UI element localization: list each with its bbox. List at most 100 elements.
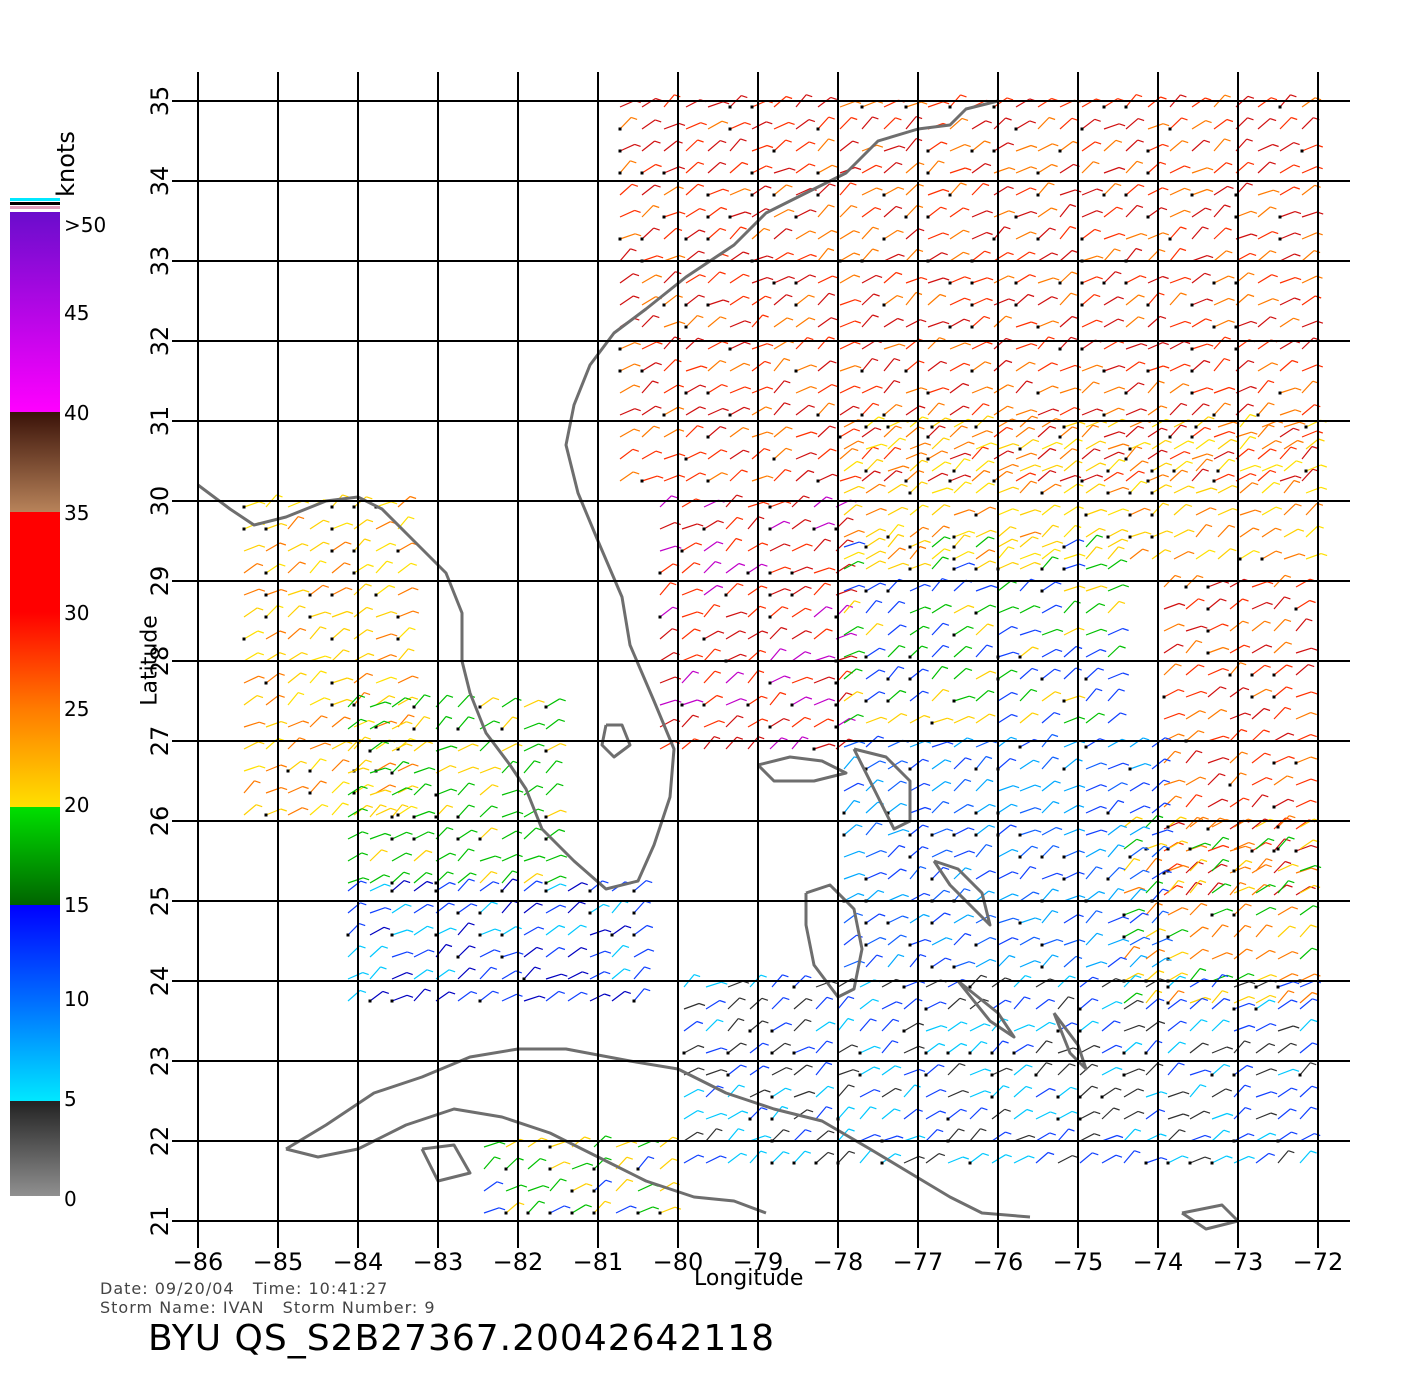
wind-barb-flag bbox=[743, 362, 751, 366]
wind-barb bbox=[1147, 232, 1164, 240]
wind-barb-flag bbox=[1006, 1067, 1013, 1071]
wind-barb-flag bbox=[1310, 1062, 1317, 1066]
rain-flag-dot bbox=[1056, 1095, 1060, 1099]
wind-barb bbox=[837, 1150, 850, 1164]
rain-flag-dot bbox=[770, 1161, 774, 1165]
wind-barb-flag bbox=[922, 416, 929, 420]
wind-barb bbox=[953, 757, 966, 770]
wind-barb-flag bbox=[1165, 462, 1173, 466]
wind-barb-flag bbox=[259, 765, 266, 769]
wind-barb-flag bbox=[647, 1156, 655, 1160]
wind-barb-flag bbox=[741, 469, 748, 473]
wind-barb bbox=[949, 276, 965, 284]
wind-barb bbox=[953, 914, 969, 924]
wind-barb-flag bbox=[701, 365, 708, 369]
wind-barb-flag bbox=[1137, 139, 1144, 143]
wind-barb-flag bbox=[359, 923, 366, 927]
rain-flag-dot bbox=[768, 505, 772, 509]
wind-barb-flag bbox=[1117, 799, 1125, 804]
wind-barb-flag bbox=[922, 526, 929, 530]
rain-flag-dot bbox=[1124, 193, 1128, 197]
wind-barb-flag bbox=[808, 294, 815, 298]
wind-barb bbox=[751, 165, 767, 174]
wind-barb bbox=[865, 647, 880, 658]
colorbar-label: 40 bbox=[64, 401, 89, 425]
wind-barb-flag bbox=[1013, 917, 1020, 921]
wind-barb bbox=[1195, 487, 1212, 494]
wind-barb-flag bbox=[810, 452, 817, 456]
wind-barb bbox=[1251, 644, 1267, 654]
rain-flag-dot bbox=[1018, 447, 1022, 451]
wind-barb bbox=[659, 718, 675, 728]
wind-barb bbox=[1207, 646, 1224, 654]
wind-barb-flag bbox=[1034, 807, 1042, 811]
wind-barb bbox=[1037, 385, 1053, 394]
wind-barb-flag bbox=[967, 625, 974, 629]
wind-barb bbox=[457, 967, 470, 980]
wind-barb-flag bbox=[1202, 926, 1209, 930]
wind-barb-flag bbox=[1201, 1019, 1208, 1023]
wind-barb-flag bbox=[810, 209, 817, 213]
wind-barb bbox=[837, 1069, 854, 1076]
wind-barb-flag bbox=[786, 228, 793, 232]
wind-barb bbox=[523, 827, 537, 840]
wind-barb-flag bbox=[1250, 385, 1257, 390]
wind-barb-flag bbox=[1159, 249, 1166, 253]
wind-barb-flag bbox=[646, 924, 654, 929]
wind-barb-flag bbox=[1138, 316, 1145, 320]
wind-barb bbox=[1277, 1108, 1291, 1120]
wind-barb-flag bbox=[743, 449, 750, 453]
wind-barb-flag bbox=[1204, 272, 1211, 276]
wind-barb-flag bbox=[965, 757, 972, 761]
wind-barb-flag bbox=[1134, 1128, 1142, 1132]
wind-barb-flag bbox=[451, 745, 458, 749]
wind-barb bbox=[843, 850, 860, 858]
wind-barb bbox=[1299, 1106, 1312, 1120]
wind-barb-flag bbox=[1096, 210, 1103, 214]
wind-barb-flag bbox=[403, 760, 410, 765]
wind-barb-flag bbox=[831, 229, 838, 234]
wind-barb bbox=[747, 563, 762, 574]
wind-barb bbox=[817, 229, 832, 240]
wind-barb-flag bbox=[764, 360, 771, 364]
wind-barb bbox=[1213, 336, 1226, 350]
wind-barb bbox=[1299, 905, 1314, 916]
rain-flag-dot bbox=[368, 749, 372, 753]
lat-tick-label: 24 bbox=[146, 966, 174, 997]
wind-barb-flag bbox=[740, 226, 747, 230]
wind-barb-flag bbox=[1160, 1157, 1168, 1161]
rain-flag-dot bbox=[374, 725, 378, 729]
wind-barb bbox=[769, 692, 781, 706]
wind-barb-flag bbox=[470, 991, 478, 995]
wind-barb-flag bbox=[784, 675, 791, 679]
wind-barb-flag bbox=[1270, 206, 1277, 210]
wind-barb bbox=[703, 604, 715, 618]
wind-barb-flag bbox=[1144, 441, 1151, 446]
rain-flag-dot bbox=[618, 369, 622, 373]
wind-barb bbox=[1103, 206, 1118, 218]
wind-barb bbox=[791, 607, 806, 618]
wind-barb-flag bbox=[717, 520, 724, 524]
wind-barb-flag bbox=[828, 138, 835, 142]
wind-barb bbox=[905, 204, 918, 218]
wind-barb-flag bbox=[742, 427, 750, 431]
wind-barb bbox=[1257, 250, 1271, 262]
rain-flag-dot bbox=[680, 703, 684, 707]
rain-flag-dot bbox=[1128, 447, 1132, 451]
wind-barb-flag bbox=[720, 140, 727, 144]
wind-barb-flag bbox=[1140, 888, 1147, 892]
wind-barb bbox=[1257, 362, 1273, 372]
wind-barb-flag bbox=[1178, 1062, 1185, 1066]
wind-barb bbox=[527, 1185, 544, 1192]
wind-barb bbox=[1189, 842, 1206, 850]
wind-barb bbox=[949, 383, 964, 394]
wind-barb-flag bbox=[1011, 669, 1018, 673]
wind-barb bbox=[265, 694, 280, 706]
wind-barb-flag bbox=[920, 277, 928, 281]
wind-barb bbox=[1167, 1041, 1181, 1054]
rain-flag-dot bbox=[768, 725, 772, 729]
wind-barb-flag bbox=[766, 386, 774, 390]
wind-barb bbox=[1059, 250, 1073, 262]
wind-barb-flag bbox=[1269, 161, 1276, 165]
wind-barb-flag bbox=[947, 717, 954, 721]
